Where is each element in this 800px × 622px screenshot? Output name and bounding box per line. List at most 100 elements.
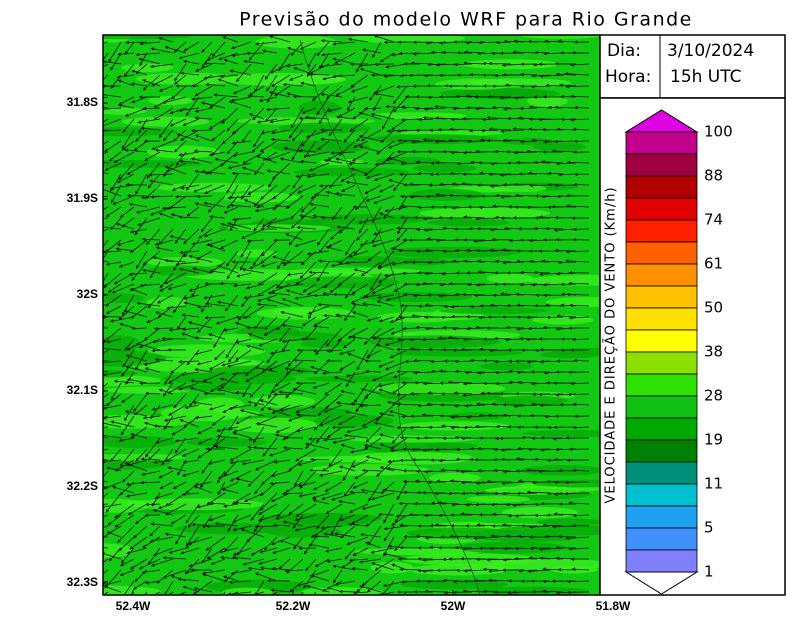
speed-streak: [300, 340, 351, 348]
colorbar-label: 38: [704, 343, 723, 361]
coastline: [299, 39, 481, 595]
speed-streak: [438, 307, 548, 315]
speed-streak: [103, 159, 203, 168]
speed-streak: [278, 122, 372, 134]
speed-streak: [382, 246, 520, 258]
speed-streak: [402, 553, 539, 566]
colorbar-label: 100: [704, 123, 733, 141]
speed-streak: [146, 145, 220, 159]
colorbar-segment: [625, 439, 698, 463]
colorbar-segment: [625, 131, 698, 155]
speed-streak: [406, 527, 515, 540]
y-tick-label: 31.9S: [67, 191, 98, 205]
speed-streak: [536, 518, 600, 526]
y-tick-label: 32.3S: [67, 575, 98, 589]
colorbar-label: 1: [704, 563, 714, 581]
x-tick-label: 51.8W: [596, 599, 631, 613]
colorbar-label: 19: [704, 431, 723, 449]
speed-streak: [486, 273, 534, 284]
speed-streak: [532, 315, 594, 325]
speed-streak: [520, 35, 600, 39]
speed-streak: [402, 257, 448, 266]
speed-streak: [308, 464, 430, 476]
colorbar-label: 88: [704, 167, 723, 185]
colorbar-segment: [625, 175, 698, 199]
speed-streak: [103, 453, 186, 461]
colorbar-segment: [625, 285, 698, 309]
speed-streak: [527, 95, 568, 107]
colorbar-segment: [625, 197, 698, 221]
speed-streak: [496, 395, 568, 406]
colorbar-segment: [625, 373, 698, 397]
speed-streak: [255, 35, 338, 49]
colorbar-segment: [625, 505, 698, 529]
speed-streak: [545, 296, 600, 307]
colorbar-segment: [625, 219, 698, 243]
speed-streak: [501, 506, 578, 519]
speed-streak: [271, 308, 319, 316]
speed-streak: [222, 192, 300, 203]
y-tick-label: 31.8S: [67, 95, 98, 109]
speed-streak: [521, 430, 600, 437]
colorbar-segment: [625, 483, 698, 507]
speed-streak: [427, 218, 510, 227]
speed-streak: [457, 541, 567, 554]
speed-streak: [526, 274, 600, 286]
speed-streak: [412, 163, 477, 173]
speed-streak: [359, 292, 473, 302]
speed-streak: [368, 335, 501, 349]
speed-streak: [368, 134, 498, 145]
hour: 15h UTC: [670, 67, 742, 87]
speed-streak: [248, 331, 341, 342]
colorbar-label: 61: [704, 255, 723, 273]
colorbar-label: 5: [704, 519, 714, 537]
hour-label: Hora:: [605, 67, 651, 87]
y-tick-label: 32.1S: [67, 383, 98, 397]
colorbar-title: VELOCIDADE E DIREÇÃO DO VENTO (Km/h): [603, 186, 619, 503]
speed-streak: [103, 293, 145, 304]
speed-streak: [429, 472, 481, 483]
speed-streak: [103, 107, 147, 115]
x-tick-label: 52W: [441, 599, 466, 613]
speed-streak: [273, 407, 353, 418]
speed-streak: [435, 78, 516, 90]
speed-streak: [392, 349, 523, 357]
colorbar-segment: [625, 461, 698, 485]
speed-streak: [219, 409, 260, 418]
colorbar-bottom-triangle: [624, 571, 699, 595]
colorbar-segment: [625, 417, 698, 441]
y-tick-label: 32.2S: [67, 479, 98, 493]
colorbar-label: 11: [704, 475, 723, 493]
speed-streak: [257, 513, 371, 528]
wind-arrows: [103, 35, 590, 595]
speed-streak: [304, 375, 413, 383]
speed-streak: [103, 435, 178, 449]
speed-streak: [370, 561, 414, 574]
colorbar-label: 74: [704, 211, 723, 229]
speed-streak: [103, 370, 138, 378]
y-tick-label: 32S: [77, 287, 98, 301]
colorbar-segment: [625, 307, 698, 331]
map-title: Previsão do modelo WRF para Rio Grande: [239, 9, 693, 31]
axis-labels: 31.8S 31.9S 32S 32.1S 32.2S 32.3S 52.4W 52.2W 52…: [67, 95, 631, 613]
speed-streak: [103, 350, 166, 367]
speed-streak: [147, 265, 216, 277]
speed-streak: [103, 35, 193, 40]
colorbar-segment: [625, 527, 698, 551]
x-tick-label: 52.4W: [116, 599, 151, 613]
colorbar-segment: [625, 329, 698, 353]
colorbar-label: 28: [704, 387, 723, 405]
speed-streak: [419, 207, 551, 219]
speed-streak: [235, 249, 277, 258]
speed-streak: [539, 351, 600, 359]
speed-streak: [345, 435, 475, 443]
speed-streak: [400, 421, 510, 431]
day-label: Dia:: [607, 41, 641, 61]
speed-streak: [496, 524, 600, 536]
wind-field: [103, 35, 600, 595]
speed-streak: [367, 112, 467, 120]
speed-streak: [310, 214, 426, 225]
info-box: [599, 34, 786, 99]
speed-streak: [494, 184, 547, 193]
colorbar-segment: [625, 153, 698, 177]
